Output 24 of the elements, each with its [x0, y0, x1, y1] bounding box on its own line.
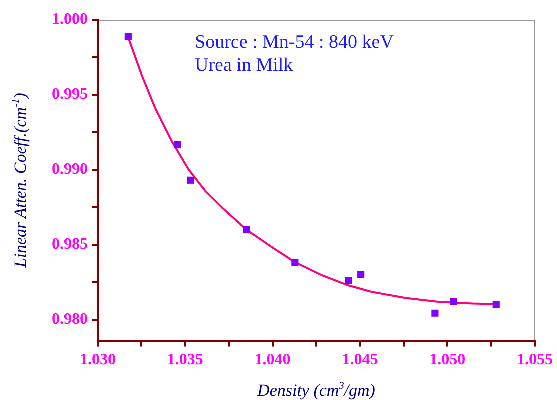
y-tick-label: 0.995 — [52, 86, 88, 104]
point — [450, 298, 458, 306]
x-tick-label: 1.045 — [342, 352, 378, 369]
x-tick-label: 1.055 — [517, 352, 553, 369]
point — [358, 271, 365, 278]
x-tick-label: 1.040 — [254, 352, 291, 369]
annotation: Source : Mn-54 : 840 keV — [195, 32, 394, 53]
x-tick-label: 1.050 — [430, 352, 466, 369]
point — [345, 277, 352, 284]
y-tick-label: 0.990 — [52, 161, 88, 178]
y-tick-label: 0.985 — [52, 236, 88, 253]
annotation: Urea in Milk — [195, 55, 294, 76]
y-axis-title: Linear Atten. Coeff.(cm-1) — [11, 92, 30, 269]
y-tick-label: 0.980 — [52, 310, 88, 328]
point — [492, 300, 500, 308]
x-tick-label: 1.035 — [167, 352, 204, 369]
y-tick-label: 1.000 — [52, 11, 88, 28]
point — [174, 141, 182, 149]
x-tick-label: 1.030 — [80, 352, 116, 369]
point — [432, 310, 439, 317]
point — [243, 226, 250, 234]
point — [124, 32, 132, 40]
point — [187, 176, 194, 184]
point — [292, 259, 299, 266]
